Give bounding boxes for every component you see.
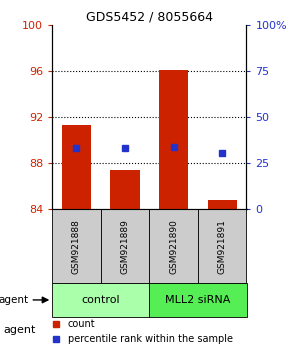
Bar <box>149 283 246 317</box>
Bar <box>101 209 149 283</box>
Bar <box>110 170 140 209</box>
Bar <box>198 209 246 283</box>
Text: MLL2 siRNA: MLL2 siRNA <box>165 295 231 305</box>
Text: control: control <box>81 295 120 305</box>
Text: GSM921889: GSM921889 <box>121 219 130 274</box>
Text: agent: agent <box>3 325 35 335</box>
Bar <box>149 209 198 283</box>
Bar <box>52 283 149 317</box>
Text: GSM921890: GSM921890 <box>169 219 178 274</box>
Text: percentile rank within the sample: percentile rank within the sample <box>68 335 233 344</box>
Text: GSM921888: GSM921888 <box>72 219 81 274</box>
Text: count: count <box>68 319 95 329</box>
Bar <box>159 70 188 209</box>
Bar <box>208 200 237 209</box>
Text: agent: agent <box>0 295 29 305</box>
Text: GSM921891: GSM921891 <box>218 219 227 274</box>
Bar <box>52 209 101 283</box>
Title: GDS5452 / 8055664: GDS5452 / 8055664 <box>86 11 213 24</box>
Bar <box>62 125 91 209</box>
